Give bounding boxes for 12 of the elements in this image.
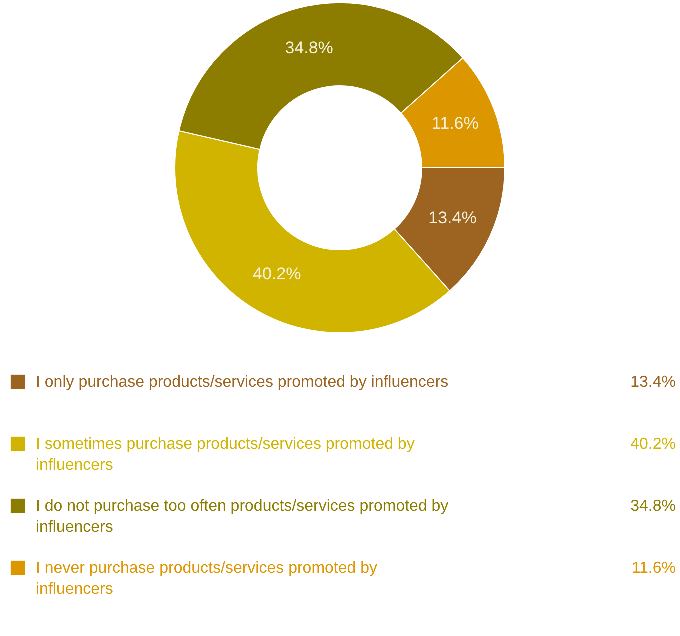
- legend-label: I only purchase products/services promoted by influencers: [36, 374, 449, 391]
- text: 13.4%: [630, 374, 676, 391]
- legend-label: I never purchase products/services promoted by influencers: [36, 560, 378, 598]
- text: 11.6%: [632, 560, 676, 577]
- text: 34.8%: [630, 498, 676, 515]
- data-label: 11.6%: [432, 114, 479, 133]
- legend-label: I do not purchase too often products/services promoted by influencers: [36, 498, 449, 536]
- data-label: 34.8%: [285, 38, 334, 58]
- legend-label: I sometimes purchase products/services promoted by influencers: [36, 436, 415, 474]
- data-label: 13.4%: [428, 208, 477, 228]
- data-label: 40.2%: [253, 264, 302, 284]
- text: 40.2%: [630, 436, 676, 453]
